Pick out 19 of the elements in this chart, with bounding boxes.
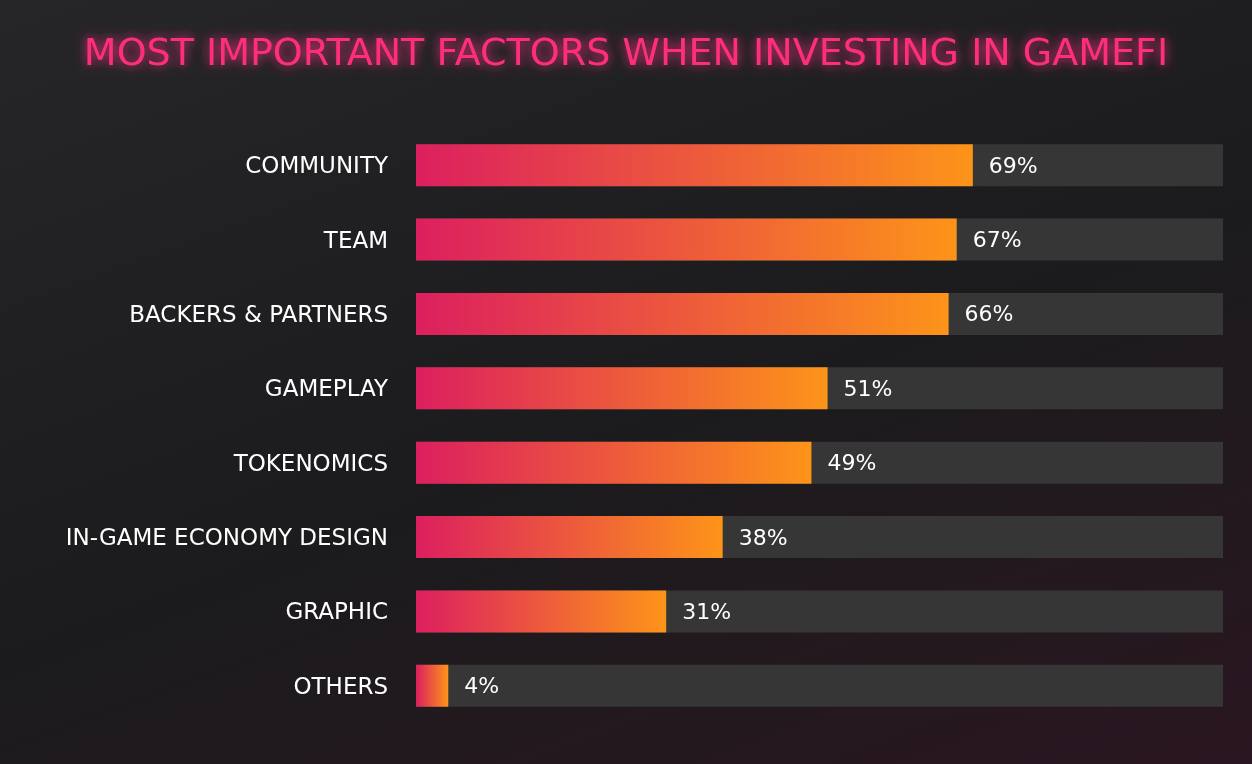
chart-title: MOST IMPORTANT FACTORS WHEN INVESTING IN GAMEFI bbox=[83, 30, 1169, 74]
data-label: 31% bbox=[682, 598, 732, 624]
y-tick-label: COMMUNITY bbox=[245, 152, 389, 179]
y-tick-label: OTHERS bbox=[293, 672, 388, 699]
bar bbox=[416, 590, 667, 633]
data-label: 49% bbox=[827, 450, 877, 476]
y-tick-label: GAMEPLAY bbox=[264, 375, 389, 402]
data-label: 67% bbox=[972, 227, 1022, 253]
data-label: 51% bbox=[843, 375, 893, 401]
data-label: 4% bbox=[464, 673, 500, 699]
y-tick-label: BACKERS & PARTNERS bbox=[129, 300, 388, 327]
data-label: 69% bbox=[988, 152, 1038, 178]
y-tick-label: TOKENOMICS bbox=[232, 449, 388, 476]
bar bbox=[416, 664, 449, 707]
y-tick-label: IN-GAME ECONOMY DESIGN bbox=[65, 524, 388, 551]
y-tick-label: GRAPHIC bbox=[285, 598, 388, 625]
y-tick-label: TEAM bbox=[322, 226, 388, 253]
data-label: 38% bbox=[738, 524, 788, 550]
data-label: 66% bbox=[964, 301, 1014, 327]
